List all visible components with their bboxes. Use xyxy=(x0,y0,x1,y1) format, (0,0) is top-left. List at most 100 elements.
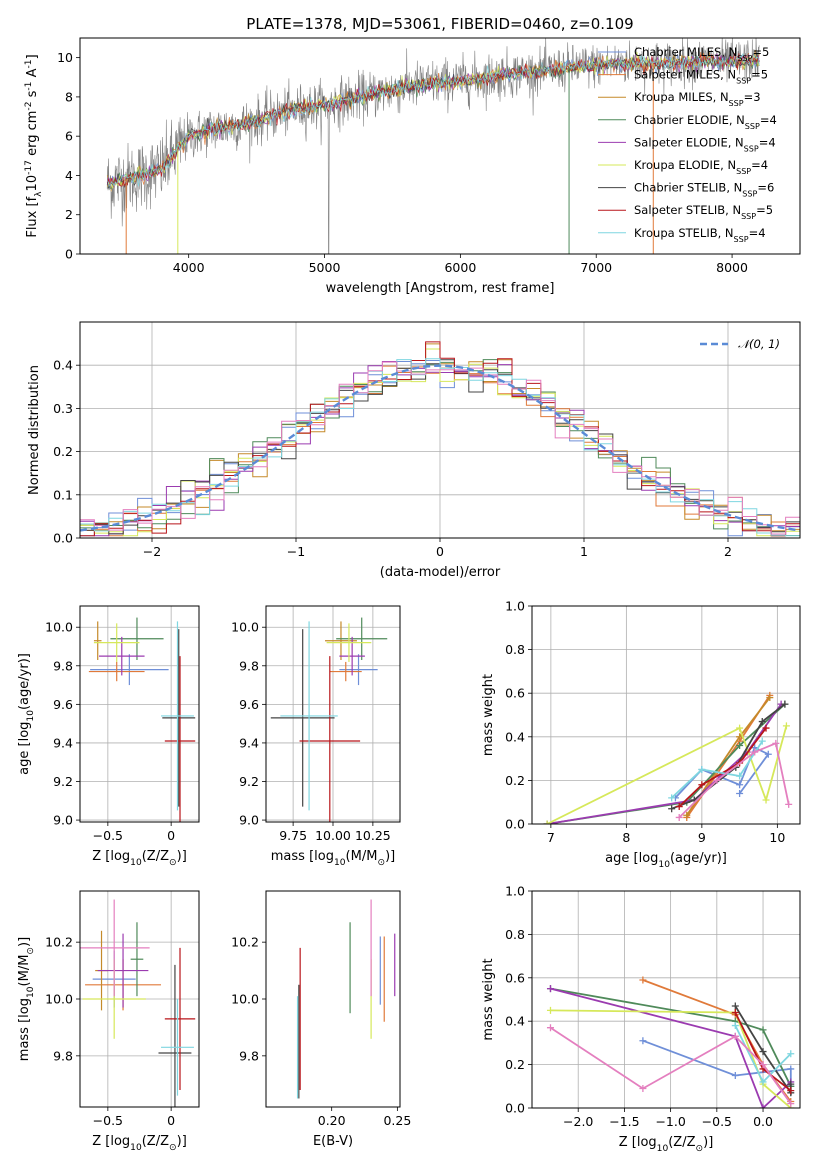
x-tick-label: 0.20 xyxy=(318,1113,346,1128)
mass-weight-line xyxy=(550,987,792,1087)
mass-weight-marker xyxy=(731,1022,739,1030)
y-tick-label: 10.2 xyxy=(45,935,73,950)
axes-frame xyxy=(531,605,801,825)
axes-residuals: −2 −1 0 1 2 0.0 0.1 0.2 0.3 0.4 (data-model)/error… xyxy=(27,321,801,580)
mass-weight-marker xyxy=(764,750,772,758)
legend-tail: =3 xyxy=(744,90,761,104)
x-tick-label: 7 xyxy=(547,830,555,845)
legend-label: Kroupa ELODIE, NSSP=4 xyxy=(634,158,768,176)
axes-frame xyxy=(79,37,801,255)
y-tick-label: 4 xyxy=(65,168,73,183)
mass-weight-marker xyxy=(639,1037,647,1045)
text-run: )] xyxy=(17,937,32,947)
legend-tail: =5 xyxy=(751,68,768,82)
y-tick-label: 9.6 xyxy=(53,697,73,712)
x-axis-label: Z [log10(Z/Z⊙)] xyxy=(619,1135,714,1154)
text-run: 10 xyxy=(658,860,670,870)
mass-weight-marker xyxy=(759,1061,767,1069)
legend-label: Salpeter MILES, NSSP=5 xyxy=(634,68,768,86)
y-tick-label: 10 xyxy=(57,50,73,65)
mass-weight-marker xyxy=(766,694,774,702)
x-tick-label: 0 xyxy=(167,1113,175,1128)
mass-weight-marker xyxy=(546,985,554,993)
text-run: s xyxy=(25,90,40,101)
normal-reference-curve xyxy=(80,364,800,532)
text-run: Z [log xyxy=(619,1135,657,1150)
plot-area xyxy=(296,899,396,1099)
mass-weight-marker xyxy=(762,724,770,732)
legend-sub: SSP xyxy=(729,99,744,108)
y-axis-label: mass [log10(M/M⊙)] xyxy=(17,937,36,1061)
figure-title: PLATE=1378, MJD=53061, FIBERID=0460, z=0… xyxy=(246,15,633,33)
text-run: 10 xyxy=(26,710,36,722)
mass-weight-marker xyxy=(543,820,551,824)
legend-sub: SSP xyxy=(742,189,757,198)
plot-area xyxy=(80,606,199,822)
y-tick-label: 9.8 xyxy=(239,1048,259,1063)
x-tick-label: 5000 xyxy=(309,260,341,275)
x-axis-label: mass [log10(M/M⊙)] xyxy=(271,849,395,868)
x-tick-label: −0.5 xyxy=(93,1113,123,1128)
mass-weight-marker xyxy=(698,781,706,789)
legend-sub: SSP xyxy=(736,167,751,176)
mass-weight-marker xyxy=(546,1024,554,1032)
text-run: (Z/Z xyxy=(668,1135,695,1150)
text-run: mass weight xyxy=(481,674,496,756)
legend-tail: =4 xyxy=(760,113,777,127)
y-tick-label: 0.2 xyxy=(53,444,73,459)
mass-weight-marker xyxy=(736,789,744,797)
mass-weight-marker xyxy=(731,1071,739,1079)
x-tick-label: 10.00 xyxy=(315,828,351,843)
y-tick-label: 9.4 xyxy=(239,735,259,750)
mass-weight-marker xyxy=(731,1002,739,1010)
mass-weight-line xyxy=(678,727,767,808)
y-tick-label: 0.0 xyxy=(53,531,73,546)
x-tick-label: 10.25 xyxy=(355,828,391,843)
y-tick-label: 9.0 xyxy=(239,813,259,828)
mass-weight-marker xyxy=(758,718,766,726)
y-tick-label: 0.8 xyxy=(505,927,525,942)
y-tick-label: 10.0 xyxy=(231,620,259,635)
text-run: (data-model)/error xyxy=(380,565,501,580)
text-run: -1 xyxy=(24,82,34,91)
y-axis-label: Normed distribution xyxy=(27,365,42,495)
legend-sub: SSP xyxy=(737,54,752,63)
y-tick-label: 0.2 xyxy=(505,1057,525,1072)
text-run: E(B-V) xyxy=(313,1134,353,1149)
y-tick-label: 9.8 xyxy=(53,658,73,673)
text-run: ] xyxy=(25,54,40,59)
mass-weight-marker xyxy=(787,1050,795,1058)
text-run: (age/yr)] xyxy=(17,653,32,710)
text-run: ⊙ xyxy=(169,1143,177,1153)
text-run: 10 xyxy=(657,1144,669,1154)
x-tick-label: 0 xyxy=(436,544,444,559)
axes-spectrum: 4000 5000 6000 7000 8000 0 2 4 6 8 10 wavelength [A… xyxy=(24,37,801,296)
axes-frame xyxy=(79,890,200,1108)
axes-age_vs_mass: 9.75 10.00 10.25 9.0 9.2 9.4 9.6 9.8 10.0 mass [l… xyxy=(231,605,401,868)
y-axis-label: mass weight xyxy=(481,674,496,756)
mass-weight-marker xyxy=(546,1006,554,1014)
y-axis-label: age [log10(age/yr)] xyxy=(17,653,36,775)
plot-area xyxy=(532,606,800,824)
text-run: 10 xyxy=(130,858,142,868)
y-tick-label: 0.3 xyxy=(53,401,73,416)
model-spectrum xyxy=(106,52,760,188)
legend-text: Chabrier ELODIE, N xyxy=(634,113,745,127)
x-tick-label: 8 xyxy=(622,830,630,845)
axes-frame xyxy=(265,890,401,1108)
text-run: -17 xyxy=(24,160,34,175)
legend-tail: =4 xyxy=(751,158,768,172)
legend-label: Chabrier ELODIE, NSSP=4 xyxy=(634,113,777,131)
mass-weight-marker xyxy=(731,1009,739,1017)
text-run: age [log xyxy=(605,851,658,866)
plot-area xyxy=(80,322,800,538)
y-tick-label: 9.2 xyxy=(239,774,259,789)
text-run: ⊙ xyxy=(169,858,177,868)
x-axis-label: Z [log10(Z/Z⊙)] xyxy=(92,849,187,868)
text-run: ⊙ xyxy=(696,1144,704,1154)
y-tick-label: 0.8 xyxy=(505,642,525,657)
text-run: erg cm xyxy=(25,111,40,160)
mass-weight-marker xyxy=(675,813,683,821)
legend-text: Salpeter STELIB, N xyxy=(634,203,741,217)
